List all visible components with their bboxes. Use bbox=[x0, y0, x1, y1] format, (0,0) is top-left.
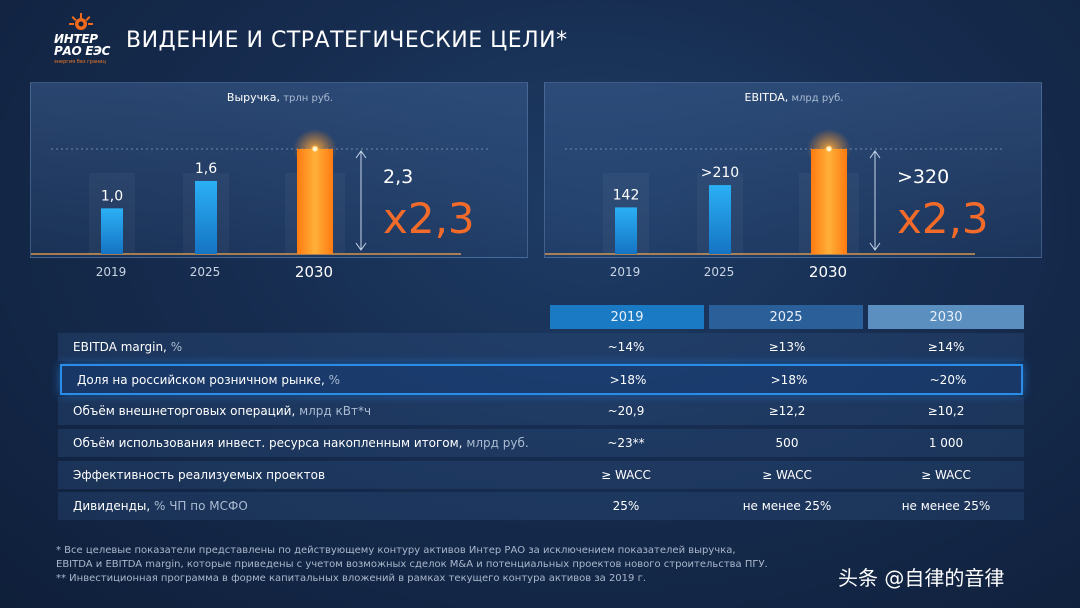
table-cell: 1 000 bbox=[928, 436, 964, 450]
bar-value-label: 1,6 bbox=[195, 161, 217, 177]
logo-tagline: энергия без границ bbox=[54, 59, 106, 65]
table-cell: >18% bbox=[609, 372, 647, 387]
category-label-2030: 2030 bbox=[808, 263, 848, 281]
table-cell: ~14% bbox=[607, 340, 645, 354]
column-header-2030: 2030 bbox=[868, 305, 1024, 329]
table-cell: 25% bbox=[612, 499, 640, 513]
chart-title: Выручка, трлн руб. bbox=[227, 91, 333, 104]
target-value-label: 2,3 bbox=[383, 166, 413, 188]
row-label: EBITDA margin, % bbox=[73, 340, 183, 354]
footnote-line: ** Инвестиционная программа в форме капи… bbox=[56, 573, 646, 584]
row-label: Доля на российском розничном рынке, % bbox=[77, 372, 340, 387]
category-label-2019: 2019 bbox=[95, 265, 127, 279]
arrow-head-down-icon bbox=[869, 242, 881, 251]
watermark-text: 头条 @自律的音律 bbox=[838, 566, 1005, 590]
row-label: Дивиденды, % ЧП по МСФО bbox=[73, 499, 248, 513]
column-header-2025: 2025 bbox=[709, 305, 863, 329]
table-cell: ~20% bbox=[929, 372, 967, 387]
arrow-head-up-icon bbox=[355, 150, 367, 159]
table-cell: >18% bbox=[770, 372, 808, 387]
company-logo: ИНТЕР РАО ЕЭС энергия без границ bbox=[50, 12, 112, 68]
table-row-foreign-trade: Объём внешнеторговых операций, млрд кВт*… bbox=[58, 397, 1024, 425]
row-label: Эффективность реализуемых проектов bbox=[73, 468, 326, 482]
table-cell: не менее 25% bbox=[742, 499, 832, 513]
category-label-2030: 2030 bbox=[294, 263, 334, 281]
growth-multiplier: x2,3 bbox=[897, 194, 989, 243]
logo-text-line1: ИНТЕР bbox=[54, 32, 98, 46]
footnote-line: EBITDA и EBITDA margin, которые приведен… bbox=[56, 559, 768, 570]
table-cell: ~23** bbox=[607, 436, 645, 450]
table-cell: ≥ WACC bbox=[762, 468, 812, 482]
bar-2019 bbox=[101, 208, 123, 254]
table-row-invest-resource: Объём использования инвест. ресурса нако… bbox=[58, 429, 1024, 457]
column-header-2019: 2019 bbox=[550, 305, 704, 329]
bar-value-label: >210 bbox=[701, 165, 739, 181]
bar-value-label: 1,0 bbox=[101, 188, 123, 204]
bar-top-dot bbox=[311, 145, 319, 153]
table-cell: ≥10,2 bbox=[927, 404, 965, 418]
row-label: Объём использования инвест. ресурса нако… bbox=[73, 436, 529, 450]
bar-2030 bbox=[297, 149, 333, 254]
table-row-ebitda-margin: EBITDA margin, % ~14% ≥13% ≥14% bbox=[58, 333, 1024, 361]
sun-gear-icon bbox=[69, 13, 93, 30]
bar-2030 bbox=[811, 149, 847, 254]
chart-title: EBITDA, млрд руб. bbox=[745, 91, 844, 104]
table-cell: ≥ WACC bbox=[601, 468, 651, 482]
row-label: Объём внешнеторговых операций, млрд кВт*… bbox=[73, 404, 372, 418]
category-label-2025: 2025 bbox=[189, 265, 221, 279]
table-cell: 500 bbox=[775, 436, 799, 450]
table-row-retail-share-highlighted: Доля на российском розничном рынке, % >1… bbox=[60, 364, 1023, 395]
revenue-chart-panel: Выручка, трлн руб. 1,0 1,6 2,3 x2,3 bbox=[30, 82, 528, 258]
footnote-line: * Все целевые показатели представлены по… bbox=[56, 545, 736, 556]
growth-multiplier: x2,3 bbox=[383, 194, 475, 243]
table-row-project-efficiency: Эффективность реализуемых проектов ≥ WAC… bbox=[58, 461, 1024, 489]
bar-2025 bbox=[709, 185, 731, 254]
bar-chart-svg: EBITDA, млрд руб. 142 >210 >320 x2,3 bbox=[545, 91, 1005, 255]
target-value-label: >320 bbox=[897, 166, 949, 188]
table-cell: ≥13% bbox=[768, 340, 806, 354]
table-cell: не менее 25% bbox=[901, 499, 991, 513]
table-cell: ≥12,2 bbox=[768, 404, 806, 418]
table-row-dividends: Дивиденды, % ЧП по МСФО 25% не менее 25%… bbox=[58, 492, 1024, 520]
arrow-head-down-icon bbox=[355, 242, 367, 251]
bar-2025 bbox=[195, 180, 217, 254]
bar-top-dot bbox=[825, 145, 833, 153]
page-title: ВИДЕНИЕ И СТРАТЕГИЧЕСКИЕ ЦЕЛИ* bbox=[126, 28, 568, 53]
arrow-head-up-icon bbox=[869, 150, 881, 159]
table-cell: ≥ WACC bbox=[921, 468, 971, 482]
bar-2019 bbox=[615, 207, 637, 254]
table-cell: ~20,9 bbox=[607, 404, 645, 418]
category-label-2019: 2019 bbox=[609, 265, 641, 279]
ebitda-chart-panel: EBITDA, млрд руб. 142 >210 >320 x2,3 bbox=[544, 82, 1042, 258]
table-cell: ≥14% bbox=[927, 340, 965, 354]
category-label-2025: 2025 bbox=[703, 265, 735, 279]
logo-text-line2: РАО ЕЭС bbox=[54, 44, 111, 58]
bar-value-label: 142 bbox=[613, 187, 640, 203]
bar-chart-svg: Выручка, трлн руб. 1,0 1,6 2,3 x2,3 bbox=[31, 91, 491, 255]
